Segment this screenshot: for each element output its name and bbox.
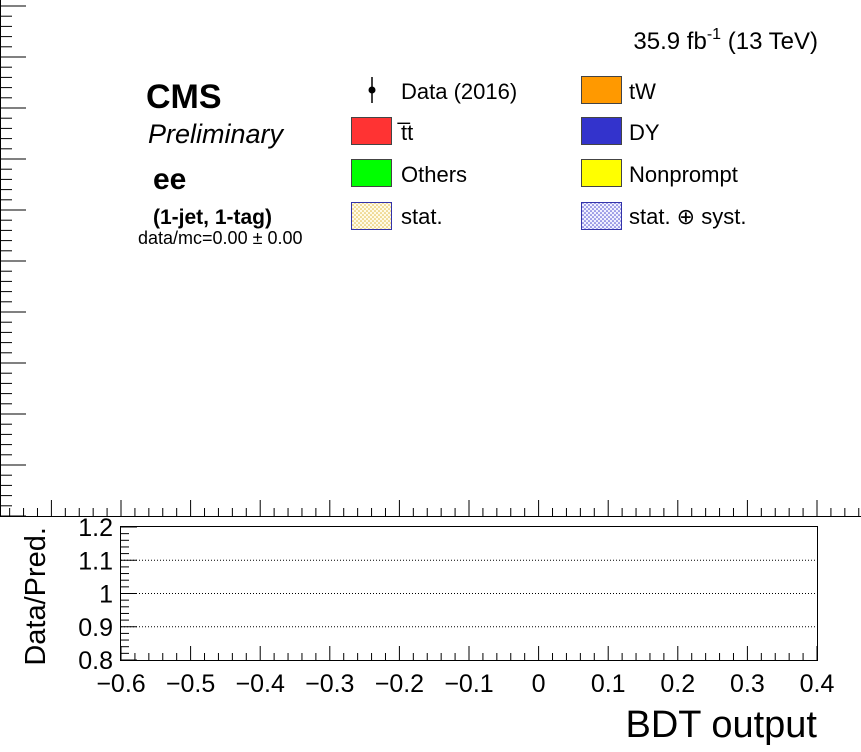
ratio-y-tick-label: 1 [99,581,113,609]
ratio-y-tick-label: 0.8 [78,647,113,675]
category-label: (1-jet, 1-tag) [153,206,272,229]
ratio-x-tick-label: −0.2 [375,670,424,698]
legend-item-dy: DY [581,117,660,145]
ratio-x-tick-label: 0.4 [800,670,835,698]
legend-label-ttbar: t̅t [397,120,413,145]
main-y-ticks [0,5,26,517]
legend-label-others: Others [401,162,467,187]
legend-data-marker [368,86,376,94]
ratio-y-tick-label: 0.9 [78,614,113,642]
legend-swatch-others [351,159,392,187]
legend-swatch-stat-syst [581,202,622,230]
ratio-x-tick-label: 0 [532,670,546,698]
x-axis-label: BDT output [625,704,817,746]
ratio-x-tick-label: 0.1 [591,670,626,698]
legend-label-dy: DY [629,120,660,145]
legend-swatch-tw [581,76,622,104]
legend-swatch-ttbar [351,117,392,145]
legend-label-data: Data (2016) [401,79,517,104]
legend-label-stat-syst: stat. ⊕ syst. [629,204,746,229]
legend-item-tw: tW [581,76,656,104]
ratio-panel: 0.8 0.9 1 1.1 1.2 −0.6 −0.5 −0.4 −0.3 −0.2 −0.1 0 0… [20,514,834,746]
ratio-x-ticks: −0.6 −0.5 −0.4 −0.3 −0.2 −0.1 0 0.1 0.2 0.3 0.4 [96,646,834,698]
legend-item-stat: stat. [351,202,443,230]
ratio-x-tick-label: −0.4 [236,670,285,698]
lumi-value: 35.9 fb [633,28,706,55]
legend-item-others: Others [351,159,467,187]
legend-swatch-dy [581,117,622,145]
ratio-reference-lines [121,559,817,628]
ratio-x-tick-label: −0.6 [96,670,145,698]
ratio-x-tick-label: −0.3 [305,670,354,698]
ratio-y-axis-label: Data/Pred. [20,527,52,666]
main-x-ticks [9,500,860,516]
energy-label: (13 TeV) [721,28,818,55]
ratio-frame [120,526,818,661]
ratio-x-tick-label: 0.2 [660,670,695,698]
ratio-y-ticks: 0.8 0.9 1 1.1 1.2 [78,514,137,675]
legend-label-nonprompt: Nonprompt [629,162,738,187]
channel-label: ee [153,163,186,196]
legend-swatch-stat [351,202,392,230]
cms-label: CMS [146,78,222,116]
legend-item-nonprompt: Nonprompt [581,159,738,187]
preliminary-label: Preliminary [148,119,285,149]
main-panel [0,0,861,517]
ratio-y-tick-label: 1.2 [78,514,113,542]
luminosity-label: 35.9 fb-1 (13 TeV) [633,26,818,55]
ratio-x-tick-label: −0.1 [444,670,493,698]
lumi-exponent: -1 [707,26,721,43]
legend: Data (2016) tW t̅t DY Others Nonprompt s… [351,76,746,230]
legend-label-tw: tW [629,79,656,104]
legend-label-stat: stat. [401,204,443,229]
legend-item-stat-syst: stat. ⊕ syst. [581,202,746,230]
ratio-x-tick-label: −0.5 [166,670,215,698]
ratio-y-tick-label: 1.1 [78,547,113,575]
ratio-x-tick-label: 0.3 [730,670,765,698]
data-mc-ratio-label: data/mc=0.00 ± 0.00 [138,228,303,248]
legend-swatch-nonprompt [581,159,622,187]
legend-item-data: Data (2016) [368,77,517,104]
legend-item-ttbar: t̅t [351,117,413,145]
